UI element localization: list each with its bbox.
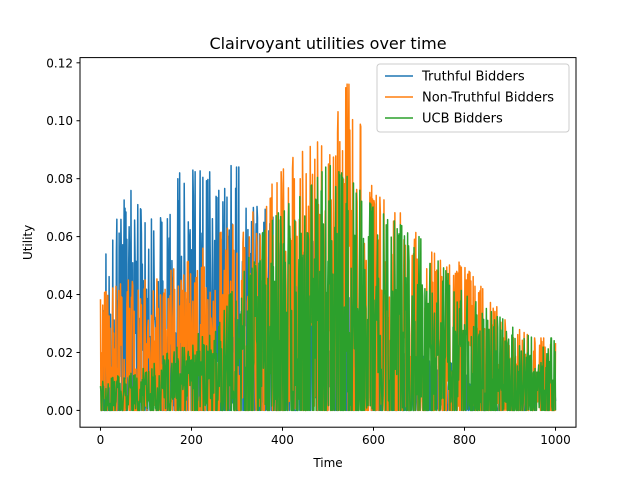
legend-label: Truthful Bidders	[421, 70, 525, 85]
x-tick-label: 200	[180, 433, 203, 447]
y-tick-label: 0.06	[46, 230, 73, 244]
legend-box	[376, 63, 570, 133]
x-axis: 0 200 400 600 800 1000	[97, 427, 571, 447]
y-axis: 0.00 0.02 0.04 0.06 0.08 0.10 0.12	[46, 56, 80, 418]
legend-label: UCB Bidders	[422, 112, 503, 127]
y-tick-label: 0.10	[46, 114, 73, 128]
legend: Truthful Bidders Non-Truthful Bidders UCB …	[376, 63, 570, 133]
plot-area	[99, 83, 557, 412]
x-tick-label: 1000	[540, 433, 571, 447]
x-tick-label: 400	[271, 433, 294, 447]
series-line	[99, 164, 557, 412]
legend-label: Non-Truthful Bidders	[422, 91, 554, 106]
x-tick-label: 600	[362, 433, 385, 447]
plot-frame	[79, 57, 577, 428]
x-axis-label: Time	[312, 456, 342, 470]
y-tick-label: 0.02	[46, 346, 73, 360]
chart-title: Clairvoyant utilities over time	[209, 34, 446, 53]
y-tick-label: 0.12	[46, 56, 73, 70]
y-tick-label: 0.00	[46, 404, 73, 418]
y-tick-label: 0.08	[46, 172, 73, 186]
y-axis-label: Utility	[21, 225, 35, 260]
x-tick-label: 0	[97, 433, 105, 447]
y-tick-label: 0.04	[46, 288, 73, 302]
x-tick-label: 800	[453, 433, 476, 447]
